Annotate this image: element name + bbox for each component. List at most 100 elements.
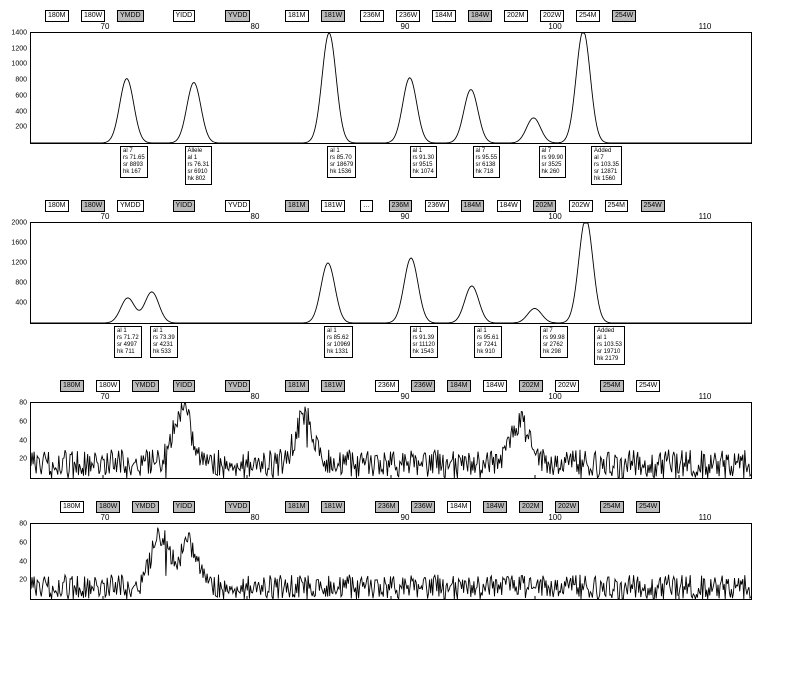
peak-box-line: al 7	[123, 148, 145, 155]
y-axis: 200400600800100012001400	[1, 33, 29, 143]
peak-box: al 1rs 95.61sr 7241hk 910	[474, 326, 502, 358]
peak-box-line: hk 802	[188, 176, 210, 183]
header-label: 180M	[45, 10, 69, 22]
header-label: 202M	[519, 380, 543, 392]
trace-path	[31, 403, 751, 478]
peak-box-line: rs 99.90	[542, 155, 564, 162]
header-label: 181M	[285, 200, 309, 212]
header-label: 254M	[600, 380, 624, 392]
header-label: 254M	[600, 501, 624, 513]
header-label: 180W	[81, 200, 105, 212]
header-label: 184M	[447, 380, 471, 392]
peak-box-line: hk 718	[476, 169, 498, 176]
header-label: 180W	[96, 380, 120, 392]
header-label: 202W	[555, 501, 579, 513]
header-labels: 180M180WYMDDYIDDYVDD181M181W236M236W184M…	[30, 380, 780, 392]
peak-box-line: hk 1560	[594, 176, 619, 183]
x-tick-label: 90	[401, 513, 410, 522]
header-label: 181W	[321, 380, 345, 392]
y-tick-label: 40	[19, 437, 27, 444]
x-tick-label: 80	[251, 212, 260, 221]
plot-frame: 20406080	[30, 523, 752, 600]
peak-box-line: hk 298	[543, 349, 565, 356]
peak-box-line: rs 95.61	[477, 335, 499, 342]
peak-box-line: Added	[594, 148, 619, 155]
header-label: YVDD	[225, 501, 250, 513]
peak-box-line: hk 711	[117, 349, 139, 356]
trace-path	[31, 528, 751, 599]
peak-box: al 7rs 99.90sr 3525hk 260	[539, 146, 567, 178]
peak-box-line: rs 76.31	[188, 162, 210, 169]
x-axis: 708090100110	[30, 392, 780, 402]
panels-container: 180M 180W YMDD YIDD YVDD 181M 181W 236M 236W 184M…	[30, 10, 780, 600]
trace-svg	[31, 524, 751, 599]
trace-path	[31, 223, 751, 323]
plot-frame: 20406080	[30, 402, 752, 479]
header-label: 181W	[321, 200, 345, 212]
y-tick-label: 80	[19, 521, 27, 528]
peak-box-line: Allele	[188, 148, 210, 155]
header-label: 236W	[411, 380, 435, 392]
header-label: 181M	[285, 380, 309, 392]
x-axis: 708090100110	[30, 212, 780, 222]
peak-box-line: sr 6910	[188, 169, 210, 176]
y-tick-label: 200	[15, 124, 27, 131]
peak-box-line: hk 910	[477, 349, 499, 356]
header-label: 254M	[605, 200, 629, 212]
header-label: 180M	[45, 200, 69, 212]
peak-box-line: al 1	[327, 328, 350, 335]
x-tick-label: 80	[251, 392, 260, 401]
header-label: 236M	[375, 380, 399, 392]
x-tick-label: 80	[251, 513, 260, 522]
peak-box-line: sr 9515	[413, 162, 435, 169]
x-tick-label: 70	[101, 392, 110, 401]
x-tick-label: 100	[548, 212, 561, 221]
peak-box-line: hk 1331	[327, 349, 350, 356]
x-tick-label: 110	[699, 392, 712, 401]
peak-box-line: hk 2179	[597, 356, 622, 363]
peak-box-line: al 1	[330, 148, 353, 155]
header-label: YIDD	[173, 380, 196, 392]
header-labels: 180M180WYMDDYIDDYVDD181M181W…236M236W184…	[30, 200, 780, 212]
header-label: 236W	[425, 200, 449, 212]
header-label: 202W	[555, 380, 579, 392]
peak-box: al 1rs 85.70sr 18679hk 1536	[327, 146, 356, 178]
y-tick-label: 1000	[11, 61, 27, 68]
peak-box-line: sr 4231	[153, 342, 175, 349]
panel-2: 180M180WYMDDYIDDYVDD181M181W…236M236W184…	[30, 200, 780, 358]
y-tick-label: 1600	[11, 240, 27, 247]
peak-box-line: al 1	[597, 335, 622, 342]
peak-box-line: sr 3525	[542, 162, 564, 169]
peak-box-line: rs 71.72	[117, 335, 139, 342]
y-tick-label: 20	[19, 456, 27, 463]
peak-box-line: al 1	[153, 328, 175, 335]
header-label: YMDD	[132, 380, 159, 392]
plot-frame: 200400600800100012001400	[30, 32, 752, 144]
peak-box: al 7rs 71.65sr 8893hk 167	[120, 146, 148, 178]
header-label: 202M	[533, 200, 557, 212]
peak-box-line: hk 167	[123, 169, 145, 176]
y-tick-label: 1400	[11, 30, 27, 37]
x-tick-label: 70	[101, 212, 110, 221]
x-tick-label: 100	[548, 513, 561, 522]
y-tick-label: 400	[15, 108, 27, 115]
header-label: 181W	[321, 10, 345, 22]
peak-box-line: Added	[597, 328, 622, 335]
peak-box-line: rs 71.65	[123, 155, 145, 162]
peak-box-line: sr 6138	[476, 162, 498, 169]
plot-frame: 400800120016002000	[30, 222, 752, 324]
peak-box: al 1rs 91.30sr 9515hk 1074	[410, 146, 438, 178]
header-label: 236W	[396, 10, 420, 22]
header-label: YMDD	[117, 10, 144, 22]
y-axis: 20406080	[1, 524, 29, 599]
peak-box-line: al 1	[117, 328, 139, 335]
panel-1: 180M180WYMDDYIDDYVDD181M181W236M236W184M…	[30, 10, 780, 178]
header-label: 180W	[96, 501, 120, 513]
trace-svg	[31, 33, 751, 143]
panel-3: 180M180WYMDDYIDDYVDD181M181W236M236W184M…	[30, 380, 780, 479]
peak-box-line: rs 99.98	[543, 335, 565, 342]
x-tick-label: 110	[699, 22, 712, 31]
peak-box-line: sr 18679	[330, 162, 353, 169]
y-tick-label: 1200	[11, 260, 27, 267]
peak-box-line: al 7	[476, 148, 498, 155]
